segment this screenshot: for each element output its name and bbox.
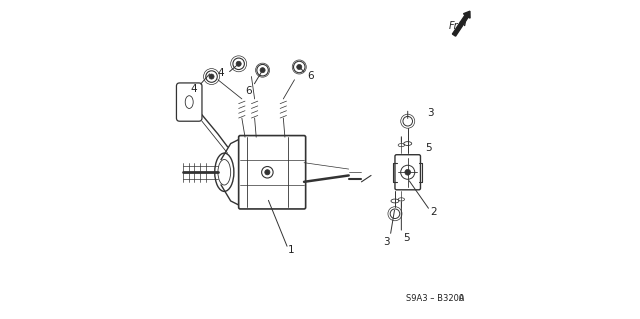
Circle shape bbox=[294, 61, 305, 73]
Circle shape bbox=[206, 71, 218, 82]
Text: 6: 6 bbox=[307, 70, 314, 81]
FancyBboxPatch shape bbox=[395, 155, 420, 190]
FancyBboxPatch shape bbox=[177, 83, 202, 121]
Circle shape bbox=[236, 61, 241, 66]
Circle shape bbox=[233, 58, 244, 70]
Text: 4: 4 bbox=[218, 68, 225, 78]
Circle shape bbox=[209, 74, 214, 79]
Text: 5: 5 bbox=[425, 143, 432, 153]
Text: 3: 3 bbox=[383, 237, 390, 248]
Circle shape bbox=[257, 64, 268, 76]
Circle shape bbox=[405, 169, 411, 175]
Text: S9A3 – B3200: S9A3 – B3200 bbox=[406, 294, 464, 303]
Text: 3: 3 bbox=[427, 108, 433, 118]
Text: 4: 4 bbox=[191, 84, 197, 94]
Circle shape bbox=[265, 170, 270, 175]
Text: 5: 5 bbox=[403, 233, 410, 243]
FancyArrow shape bbox=[452, 11, 470, 36]
Text: Fr.: Fr. bbox=[449, 20, 461, 31]
Text: 2: 2 bbox=[430, 207, 436, 217]
FancyBboxPatch shape bbox=[239, 136, 306, 209]
Text: 6: 6 bbox=[245, 86, 252, 96]
Circle shape bbox=[297, 64, 302, 70]
Text: A: A bbox=[460, 294, 465, 303]
Text: 1: 1 bbox=[288, 245, 294, 256]
Circle shape bbox=[260, 68, 265, 73]
